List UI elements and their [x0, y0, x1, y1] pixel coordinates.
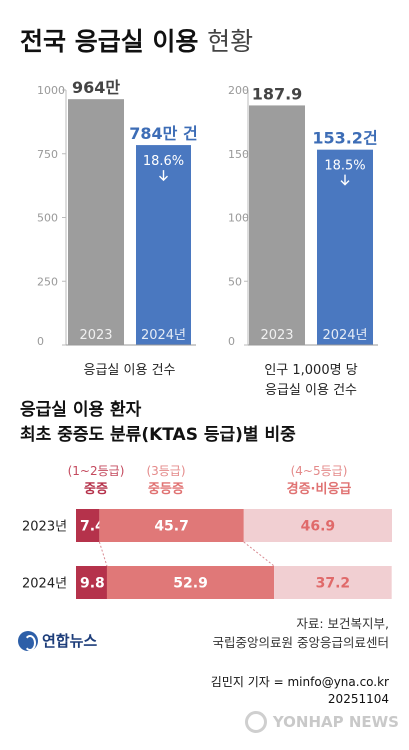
ktas-title-line1: 응급실 이용 환자 — [20, 400, 142, 420]
ktas-bar-segment — [76, 509, 100, 542]
count-y-tick-label: 250 — [37, 275, 58, 288]
publish-date: 20251104 — [327, 692, 389, 706]
yonhap-logo-text: 연합뉴스 — [42, 632, 98, 650]
per1000-y-tick-label: 50 — [228, 275, 242, 288]
ktas-year-label: 2024년 — [22, 577, 67, 592]
count-bar-year-label: 2024년 — [141, 328, 186, 343]
down-arrow-icon — [340, 174, 350, 186]
per1000-bar-year-label: 2023 — [260, 328, 293, 343]
ktas-bar-segment — [106, 566, 275, 599]
title-main: 전국 응급실 이용 — [20, 27, 199, 56]
title-sub: 현황 — [207, 27, 254, 56]
ktas-connector-line — [98, 541, 108, 567]
yonhap-watermark: YONHAP NEWS — [244, 711, 399, 733]
reporter-credit: 김민지 기자 = minfo@yna.co.kr — [210, 675, 389, 689]
ktas-series-label: 중증 — [84, 482, 108, 497]
ktas-bar-segment — [274, 566, 392, 599]
per1000-x-axis-label: 응급실 이용 건수 — [265, 383, 357, 398]
ktas-range-label: (4~5등급) — [291, 464, 348, 478]
per1000-y-tick-label: 100 — [228, 212, 249, 225]
per1000-y-tick-label: 0 — [228, 335, 235, 348]
ktas-title-line2: 최초 중증도 분류(KTAS 등급)별 비중 — [20, 425, 296, 445]
down-arrow-icon — [159, 170, 168, 182]
ktas-value-label: 45.7 — [154, 519, 189, 535]
watermark-icon — [244, 711, 267, 733]
count-bar-value-label: 964만 — [72, 78, 120, 97]
count-bar-value-label: 784만 건 — [129, 124, 197, 143]
count-y-tick-label: 1000 — [37, 84, 65, 97]
yonhap-logo: 연합뉴스 — [18, 630, 97, 651]
count-y-tick-label: 500 — [37, 212, 58, 225]
ktas-bar-segment — [76, 566, 107, 599]
ktas-value-label: 52.9 — [173, 576, 208, 592]
ktas-range-label: (3등급) — [146, 464, 185, 478]
page-title: 전국 응급실 이용 현황 — [20, 22, 253, 58]
ktas-value-label: 9.8 — [80, 576, 105, 592]
ktas-value-label: 37.2 — [316, 576, 351, 592]
count-y-tick-label: 750 — [37, 148, 58, 161]
count-bar-year-label: 2023 — [79, 328, 112, 343]
source-line1: 자료: 보건복지부, — [296, 616, 389, 631]
per1000-bar-value-label: 153.2건 — [312, 129, 377, 148]
count-x-axis-label: 응급실 이용 건수 — [84, 363, 176, 378]
per1000-bar-value-label: 187.9 — [252, 84, 303, 103]
count-bar — [68, 99, 124, 346]
per1000-bar-year-label: 2024년 — [322, 328, 367, 343]
per1000-y-tick-label: 150 — [228, 148, 249, 161]
source-note: 자료: 보건복지부, 국립중앙의료원 중앙응급의료센터 — [213, 614, 389, 652]
ktas-connector-line — [243, 541, 275, 567]
source-line2: 국립중앙의료원 중앙응급의료센터 — [212, 635, 389, 650]
ktas-bar-segment — [243, 509, 392, 542]
ktas-series-label: 경증·비응급 — [287, 481, 352, 497]
yonhap-logo-icon — [18, 630, 38, 651]
per1000-x-axis-label: 인구 1,000명 당 — [264, 363, 357, 378]
ktas-section-title: 응급실 이용 환자 최초 중증도 분류(KTAS 등급)별 비중 — [20, 398, 296, 448]
ktas-series-label: 중등증 — [148, 482, 184, 497]
per1000-change-label: 18.5% — [324, 159, 365, 174]
ktas-year-label: 2023년 — [22, 520, 67, 535]
ktas-range-label: (1~2등급) — [68, 464, 125, 478]
per1000-bar — [249, 105, 305, 346]
watermark-text: YONHAP NEWS — [272, 713, 399, 731]
ktas-value-label: 46.9 — [301, 519, 336, 535]
count-y-tick-label: 0 — [37, 335, 44, 348]
ktas-bar-segment — [99, 509, 244, 542]
credit: 김민지 기자 = minfo@yna.co.kr 20251104 — [211, 674, 389, 708]
per1000-y-tick-label: 200 — [228, 84, 249, 97]
count-change-label: 18.6% — [143, 154, 184, 169]
